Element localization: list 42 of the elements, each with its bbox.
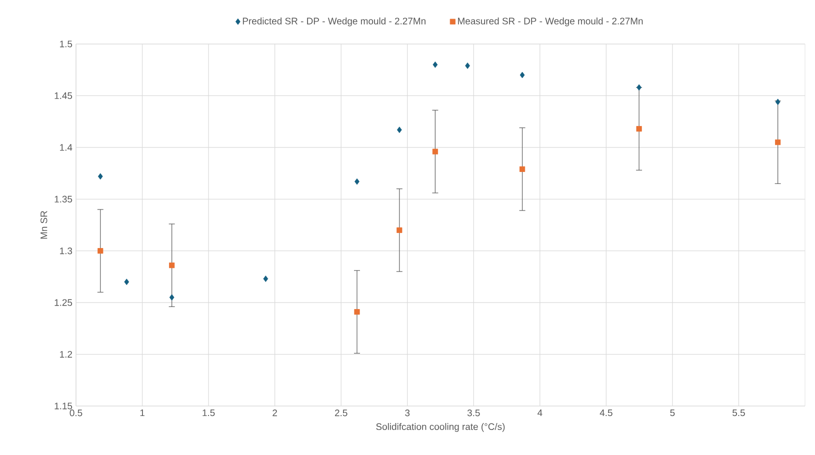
x-tick-label: 4.5 (600, 410, 612, 416)
y-axis-title: Mn SR (40, 210, 48, 239)
y-tick-label: 1.15 (54, 402, 72, 410)
point (98, 248, 104, 254)
point (169, 294, 174, 301)
point (432, 148, 438, 154)
y-tick-label: 1.5 (60, 40, 72, 48)
y-tick-label: 1.25 (54, 299, 72, 306)
x-tick-label: 1 (140, 410, 144, 416)
point (354, 309, 360, 315)
point (124, 278, 130, 286)
x-tick-label: 5.5 (732, 410, 745, 416)
x-tick-label: 1.5 (202, 410, 215, 416)
point (636, 126, 642, 132)
x-tick-label: 2 (272, 410, 277, 416)
point (519, 166, 526, 172)
point (263, 276, 268, 282)
x-axis-title: Solidifcation cooling rate (°C/s) (376, 423, 505, 432)
x-tick-label: 3 (405, 410, 410, 416)
point (432, 61, 438, 68)
y-tick-label: 1.2 (60, 350, 72, 358)
point (169, 262, 175, 268)
y-tick-label: 1.3 (60, 248, 72, 254)
point (98, 173, 103, 180)
x-tick-label: 5 (670, 410, 675, 416)
point (396, 126, 402, 134)
point (465, 62, 470, 69)
x-tick-label: 3.5 (467, 410, 480, 416)
y-tick-label: 1.4 (60, 144, 72, 151)
legend-label: Measured SR - DP - Wedge mould - 2.27Mn (458, 17, 643, 26)
x-tick-label: 2.5 (334, 410, 348, 416)
y-tick-label: 1.35 (54, 196, 72, 202)
point (354, 178, 360, 185)
point (775, 98, 780, 106)
point (636, 84, 642, 91)
point (520, 72, 525, 78)
legend-label: Predicted SR - DP - Wedge mould - 2.27Mn (242, 17, 426, 26)
x-tick-label: 0.5 (70, 410, 82, 416)
point (775, 139, 781, 146)
x-tick-label: 4 (538, 410, 542, 416)
y-tick-label: 1.45 (54, 92, 72, 100)
point (396, 227, 402, 233)
